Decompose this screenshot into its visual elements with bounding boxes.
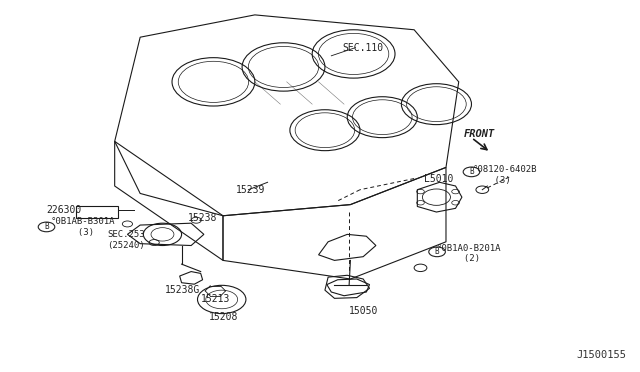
Text: 15213: 15213 [201, 295, 230, 304]
Text: 15208: 15208 [209, 312, 238, 322]
Text: B: B [469, 167, 474, 176]
Bar [76, 206, 118, 218]
Text: °0B1A0-B201A
     (2): °0B1A0-B201A (2) [437, 244, 502, 263]
Text: 15239: 15239 [236, 185, 265, 195]
Text: SEC.253
(25240): SEC.253 (25240) [107, 230, 145, 250]
Text: FRONT: FRONT [464, 129, 495, 139]
Text: 15238: 15238 [188, 213, 218, 222]
Text: J1500155: J1500155 [577, 350, 627, 360]
Text: 226300: 226300 [47, 205, 82, 215]
Text: °08120-6402B
    (3): °08120-6402B (3) [473, 165, 537, 185]
Text: 15238G: 15238G [164, 285, 200, 295]
Text: °0B1AB-B301A
     (3): °0B1AB-B301A (3) [51, 217, 115, 237]
Text: L5010: L5010 [424, 174, 453, 183]
Text: B: B [435, 247, 440, 256]
Text: SEC.110: SEC.110 [343, 44, 384, 53]
Text: 15050: 15050 [349, 306, 378, 315]
Text: B: B [44, 222, 49, 231]
